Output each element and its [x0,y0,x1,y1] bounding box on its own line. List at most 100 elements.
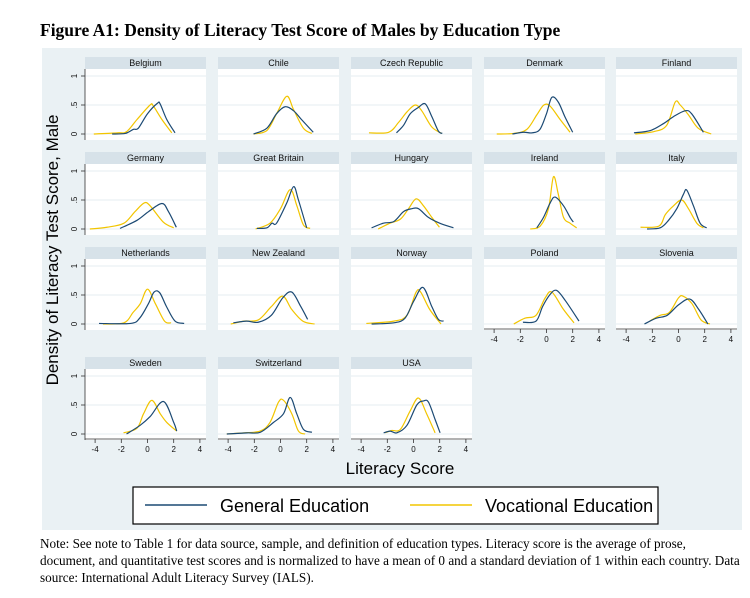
density-line-vocational [384,397,436,434]
x-tick-label: -4 [358,445,366,454]
density-line-general [119,202,177,229]
panel-chile: Chile [218,57,339,140]
panel-title-bar [218,57,339,69]
panel-title: Norway [396,248,427,258]
panel-title: Germany [127,153,165,163]
panel-slovenia: Slovenia -4 -2 0 2 4 [616,247,737,344]
x-tick-label: -4 [623,335,631,344]
y-tick-label: .5 [70,401,79,408]
panel-title-bar [484,57,605,69]
panel-title: Poland [530,248,558,258]
panel-italy: Italy [616,152,737,235]
figure-note: Note: See note to Table 1 for data sourc… [40,536,740,585]
x-tick-label: 0 [145,445,150,454]
density-line-general [383,399,441,434]
panel-title-bar [218,357,339,369]
density-line-general [233,291,309,324]
panel-denmark: Denmark [484,57,605,140]
x-tick-label: 0 [411,445,416,454]
panel-netherlands: Netherlands 0 .5 1 [70,247,206,330]
x-tick-label: -2 [384,445,392,454]
panel-title-bar [484,152,605,164]
legend-label-vocational: Vocational Education [485,496,653,516]
y-tick-label: 1 [70,263,79,268]
x-axis-label: Literacy Score [346,459,455,478]
panel-title: Chile [268,58,289,68]
x-tick-label: -4 [491,335,499,344]
density-line-vocational [366,288,442,325]
density-line-general [253,106,314,135]
x-tick-label: 0 [544,335,549,344]
x-tick-label: -4 [225,445,233,454]
panel-title-bar [351,57,472,69]
density-line-general [396,102,443,134]
y-tick-label: 0 [70,131,79,136]
legend-box [132,486,659,525]
y-tick-label: .5 [70,196,79,203]
y-tick-label: 1 [70,373,79,378]
panel-title: Denmark [526,58,563,68]
panel-poland: Poland -4 -2 0 2 4 [484,247,605,344]
x-tick-label: -4 [92,445,100,454]
density-line-general [647,188,708,230]
density-line-vocational [89,201,174,230]
density-line-general [371,207,454,229]
x-tick-label: -2 [517,335,525,344]
x-tick-label: 4 [729,335,734,344]
x-tick-label: -2 [118,445,126,454]
panel-title: Hungary [394,153,429,163]
density-line-general [512,96,574,135]
panel-title-bar [218,247,339,259]
panel-title-bar [351,247,472,259]
density-line-vocational [649,294,711,325]
panel-title: USA [402,358,421,368]
panel-new-zealand: New Zealand [218,247,339,330]
y-tick-label: 0 [70,321,79,326]
panel-title: Italy [668,153,685,163]
panel-belgium: Belgium 0 .5 1 [70,57,206,140]
panel-title: Ireland [531,153,559,163]
panel-title-bar [616,152,737,164]
x-tick-label: 4 [597,335,602,344]
x-tick-label: 2 [437,445,442,454]
density-line-general [633,109,704,134]
panel-germany: Germany 0 .5 1 [70,152,206,235]
x-tick-label: 0 [676,335,681,344]
density-line-general [536,196,574,229]
panel-title-bar [484,247,605,259]
density-line-vocational [102,288,172,325]
y-tick-label: .5 [70,101,79,108]
legend-label-general: General Education [220,496,369,516]
density-line-general [99,290,185,325]
panel-hungary: Hungary [351,152,472,235]
panel-title: New Zealand [252,248,305,258]
density-line-vocational [640,199,704,229]
x-tick-label: 2 [570,335,575,344]
x-tick-label: 2 [702,335,707,344]
y-tick-label: .5 [70,291,79,298]
panel-usa: USA -4 -2 0 2 4 [351,357,472,454]
density-line-vocational [253,95,313,135]
panel-title: Switzerland [255,358,302,368]
panel-great-britain: Great Britain [218,152,339,235]
legend: General Education Vocational Education [132,486,659,525]
panels: Belgium 0 .5 1 Chile Czech Republic Denmark Fin… [70,57,737,454]
panel-title: Czech Republic [380,58,444,68]
panel-norway: Norway [351,247,472,330]
density-line-vocational [123,399,178,434]
panel-title: Slovenia [659,248,694,258]
y-axis-label: Density of Literacy Test Score, Male [43,115,62,386]
panel-title-bar [616,57,737,69]
x-tick-label: 2 [171,445,176,454]
panel-title: Finland [662,58,692,68]
x-tick-label: -2 [649,335,657,344]
density-line-general [226,396,313,435]
panel-ireland: Ireland [484,152,605,235]
y-tick-label: 0 [70,431,79,436]
panel-title: Belgium [129,58,162,68]
density-line-vocational [530,175,577,230]
figure-title: Figure A1: Density of Literacy Test Scor… [40,20,561,40]
panel-title-bar [218,152,339,164]
density-line-vocational [635,100,712,135]
